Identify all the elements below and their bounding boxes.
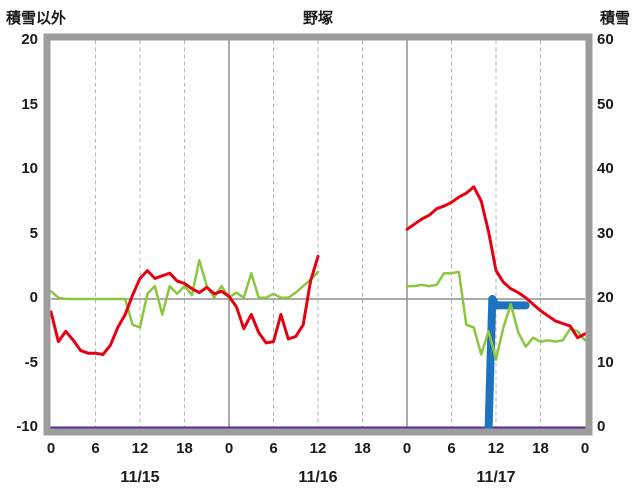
- right-axis-tick-label: 50: [597, 95, 614, 113]
- left-axis-tick-label: 20: [21, 31, 38, 48]
- x-axis-tick-label: 18: [176, 440, 193, 457]
- left-axis-tick-label: -10: [16, 418, 38, 435]
- x-axis-tick-label: 0: [402, 440, 412, 457]
- station-title: 野塚: [302, 10, 334, 27]
- x-axis-tick-label: 6: [91, 440, 100, 457]
- left-axis-tick-label: 5: [29, 224, 38, 242]
- x-axis-tick-label: 6: [447, 440, 456, 457]
- x-axis-tick-label: 12: [487, 440, 505, 457]
- left-axis-title: 積雪以外: [6, 10, 67, 27]
- left-axis-tick-label: 10: [21, 160, 38, 177]
- right-axis-tick-label: 40: [597, 160, 614, 177]
- right-axis-tick-label: 30: [597, 224, 614, 242]
- right-axis-tick-label: 10: [597, 353, 614, 371]
- x-axis-tick-label: 12: [131, 440, 149, 457]
- left-axis-tick-label: 15: [21, 95, 38, 113]
- right-axis-title: 積雪: [599, 10, 630, 27]
- right-axis-tick-label: 60: [597, 31, 614, 48]
- left-axis-tick-label: -5: [24, 353, 38, 371]
- right-axis-tick-label: 20: [597, 289, 614, 306]
- x-axis-tick-label: 18: [354, 440, 371, 457]
- right-axis-tick-label: 0: [597, 418, 606, 435]
- series-green-line: [405, 270, 587, 361]
- series-green-line: [49, 259, 320, 329]
- series-red-temperature: [49, 254, 320, 356]
- date-label: 11/16: [298, 469, 338, 486]
- date-label: 11/15: [120, 469, 160, 486]
- date-label: 11/17: [476, 469, 516, 486]
- x-axis-tick-label: 0: [224, 440, 234, 457]
- x-axis-tick-label: 12: [309, 440, 327, 457]
- x-axis-tick-label: 18: [532, 440, 549, 457]
- series-red-temperature: [405, 185, 587, 340]
- plot-frame: [43, 33, 593, 436]
- x-axis-tick-label: 0: [580, 440, 590, 457]
- left-axis-tick-label: 0: [29, 289, 38, 306]
- x-axis-tick-label: 6: [269, 440, 278, 457]
- x-axis-tick-label: 0: [46, 440, 56, 457]
